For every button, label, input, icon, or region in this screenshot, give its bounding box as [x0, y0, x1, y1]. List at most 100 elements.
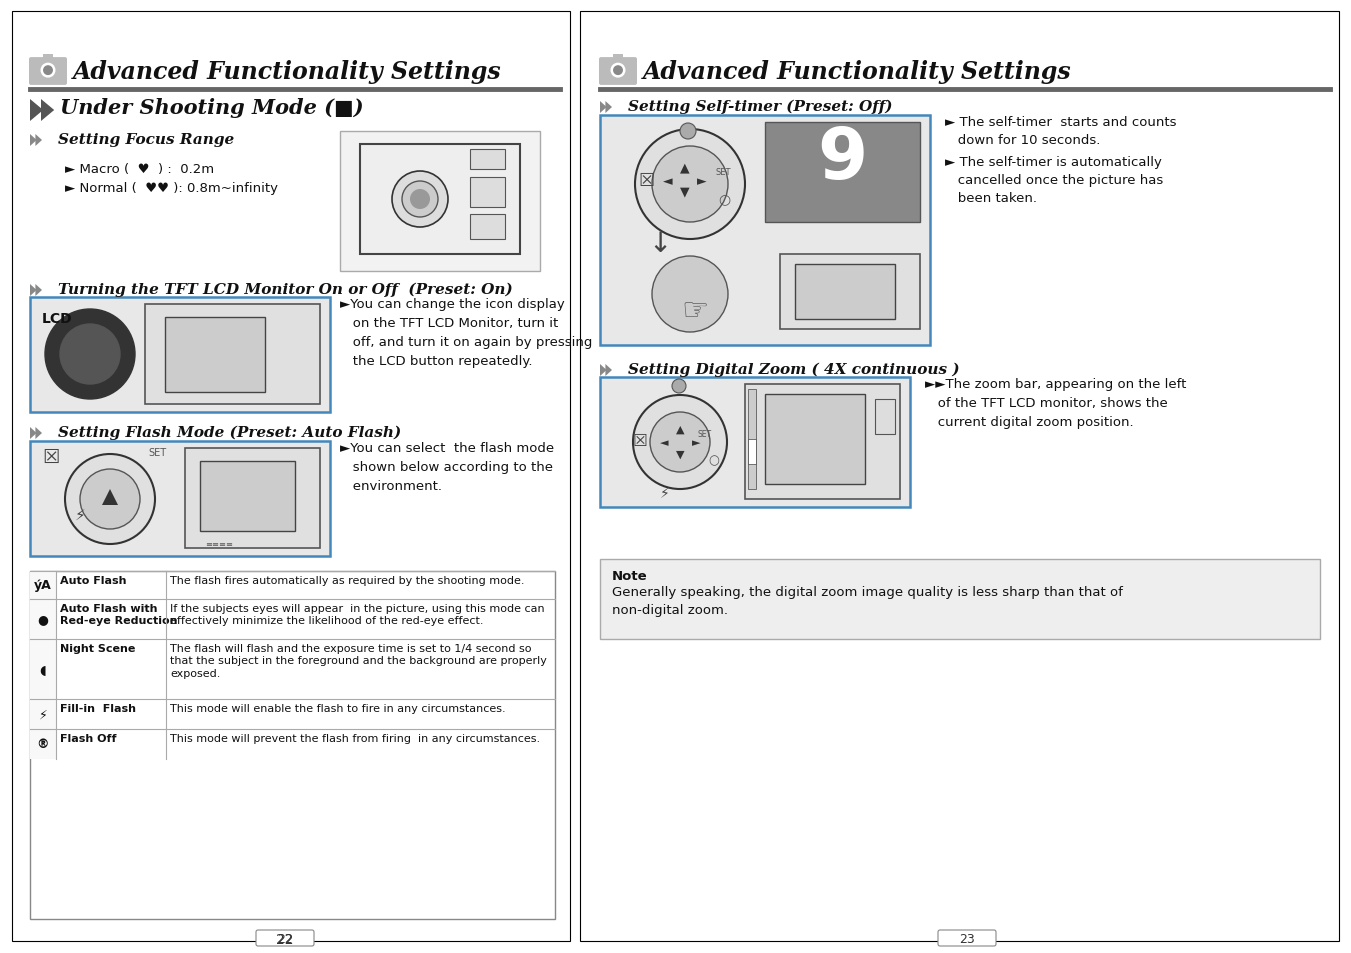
Bar [580, 12, 1339, 941]
Text: The flash fires automatically as required by the shooting mode.: The flash fires automatically as require… [170, 576, 524, 585]
Text: ●: ● [38, 613, 49, 626]
Polygon shape [101, 490, 118, 505]
Polygon shape [600, 365, 607, 376]
Text: The flash will flash and the exposure time is set to 1/4 second so
that the subj: The flash will flash and the exposure ti… [170, 643, 547, 679]
Text: ▼: ▼ [676, 450, 684, 459]
Text: SET: SET [715, 168, 731, 177]
Circle shape [635, 130, 744, 240]
Text: Advanced Functionality Settings: Advanced Functionality Settings [73, 60, 501, 84]
Text: ýA: ýA [34, 578, 51, 592]
Bar [30, 572, 555, 919]
Text: Note: Note [612, 569, 647, 582]
Text: ►You can change the icon display
   on the TFT LCD Monitor, turn it
   off, and : ►You can change the icon display on the … [340, 297, 592, 368]
Circle shape [650, 413, 711, 473]
Bar [145, 305, 320, 405]
Bar [30, 297, 330, 413]
Circle shape [613, 67, 623, 75]
Bar [30, 572, 55, 599]
Text: ► Macro (  ♥  ) :  0.2m: ► Macro ( ♥ ) : 0.2m [65, 163, 213, 175]
Circle shape [59, 325, 120, 385]
Circle shape [392, 172, 449, 228]
Circle shape [409, 190, 430, 210]
Text: ⚡: ⚡ [76, 507, 85, 522]
Text: Setting Self-timer (Preset: Off): Setting Self-timer (Preset: Off) [628, 100, 893, 114]
Text: ◄: ◄ [663, 175, 673, 189]
Text: ⚡: ⚡ [39, 708, 47, 720]
Bar [200, 461, 295, 532]
Circle shape [45, 310, 135, 399]
Circle shape [65, 455, 155, 544]
Text: This mode will prevent the flash from firing  in any circumstances.: This mode will prevent the flash from fi… [170, 733, 540, 743]
Text: ▲: ▲ [680, 161, 690, 174]
Text: Auto Flash: Auto Flash [59, 576, 127, 585]
Text: ☒: ☒ [42, 448, 59, 467]
Text: ☒: ☒ [638, 172, 654, 190]
Circle shape [403, 182, 438, 218]
Bar [165, 317, 265, 393]
Text: Setting Digital Zoom ( 4X continuous ): Setting Digital Zoom ( 4X continuous ) [628, 363, 959, 377]
Bar [470, 214, 505, 240]
Circle shape [39, 63, 57, 79]
Bar [30, 729, 55, 760]
Text: ≡≡≡≡: ≡≡≡≡ [205, 539, 232, 548]
Bar [613, 55, 623, 61]
FancyBboxPatch shape [255, 930, 313, 946]
Bar [30, 441, 330, 557]
Bar [748, 439, 757, 464]
Text: SET: SET [149, 448, 166, 457]
FancyBboxPatch shape [938, 930, 996, 946]
Text: ► The self-timer is automatically
   cancelled once the picture has
   been take: ► The self-timer is automatically cancel… [944, 156, 1163, 205]
Text: ►: ► [697, 175, 707, 189]
Bar [470, 178, 505, 208]
FancyBboxPatch shape [598, 58, 638, 86]
Bar [875, 399, 894, 435]
Bar [765, 123, 920, 223]
Polygon shape [35, 428, 42, 439]
Polygon shape [35, 135, 42, 147]
Text: LCD: LCD [42, 312, 73, 326]
Bar [470, 150, 505, 170]
Text: 22: 22 [276, 932, 293, 946]
Text: ►: ► [692, 437, 700, 448]
Text: ▲: ▲ [676, 424, 684, 435]
Text: ☞: ☞ [681, 297, 709, 326]
Text: ⚡: ⚡ [661, 486, 670, 500]
Bar [780, 254, 920, 330]
Bar [765, 395, 865, 484]
Text: ↓: ↓ [648, 230, 671, 257]
Polygon shape [41, 100, 54, 122]
Polygon shape [30, 135, 36, 147]
Polygon shape [30, 100, 43, 122]
Text: ►You can select  the flash mode
   shown below according to the
   environment.: ►You can select the flash mode shown bel… [340, 441, 554, 493]
Text: ► The self-timer  starts and counts
   down for 10 seconds.: ► The self-timer starts and counts down … [944, 116, 1177, 147]
Text: Setting Focus Range: Setting Focus Range [58, 132, 234, 147]
Polygon shape [605, 102, 612, 113]
Text: Generally speaking, the digital zoom image quality is less sharp than that of
no: Generally speaking, the digital zoom ima… [612, 585, 1123, 617]
Text: Setting Flash Mode (Preset: Auto Flash): Setting Flash Mode (Preset: Auto Flash) [58, 426, 401, 440]
Text: Night Scene: Night Scene [59, 643, 135, 654]
Bar [600, 559, 1320, 639]
Text: 23: 23 [959, 933, 975, 945]
Text: Advanced Functionality Settings: Advanced Functionality Settings [643, 60, 1071, 84]
Bar [748, 390, 757, 490]
Bar [30, 700, 55, 729]
Text: ▼: ▼ [680, 185, 690, 198]
Polygon shape [600, 102, 607, 113]
Bar [600, 116, 929, 346]
Text: ►►The zoom bar, appearing on the left
   of the TFT LCD monitor, shows the
   cu: ►►The zoom bar, appearing on the left of… [925, 377, 1186, 429]
Text: SET: SET [698, 430, 712, 438]
Bar [600, 377, 911, 507]
Text: ◖: ◖ [39, 662, 46, 676]
Text: ○: ○ [717, 192, 730, 206]
Text: ► Normal (  ♥♥ ): 0.8m~infinity: ► Normal ( ♥♥ ): 0.8m~infinity [65, 182, 278, 194]
Bar [744, 385, 900, 499]
Circle shape [611, 64, 624, 78]
Text: ◄: ◄ [659, 437, 669, 448]
Text: 22: 22 [277, 933, 293, 945]
Bar [30, 639, 55, 700]
Text: Under Shooting Mode (■): Under Shooting Mode (■) [59, 98, 363, 118]
Text: 9: 9 [817, 125, 867, 193]
Circle shape [609, 63, 627, 79]
FancyBboxPatch shape [28, 58, 68, 86]
Text: This mode will enable the flash to fire in any circumstances.: This mode will enable the flash to fire … [170, 703, 505, 713]
